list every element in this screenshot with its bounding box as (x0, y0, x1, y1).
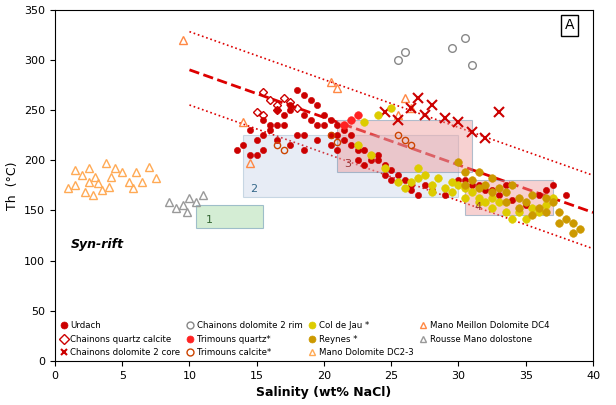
Bar (465, 180, 553, 215)
Text: 1: 1 (206, 215, 213, 224)
Text: 2: 2 (250, 184, 257, 194)
Bar (243, 135, 458, 197)
Legend: Urdach, Chainons quartz calcite, Chainons dolomite 2 core, Chainons dolomite 2 r: Urdach, Chainons quartz calcite, Chainon… (59, 321, 550, 357)
Text: 4: 4 (475, 202, 482, 213)
X-axis label: Salinity (wt% NaCl): Salinity (wt% NaCl) (256, 386, 392, 399)
Text: 3: 3 (344, 159, 351, 169)
Y-axis label: Th  (°C): Th (°C) (6, 161, 18, 210)
Text: A: A (565, 18, 574, 32)
Text: Syn-rift: Syn-rift (71, 238, 124, 251)
Bar (197, 205, 264, 228)
Bar (338, 120, 472, 172)
